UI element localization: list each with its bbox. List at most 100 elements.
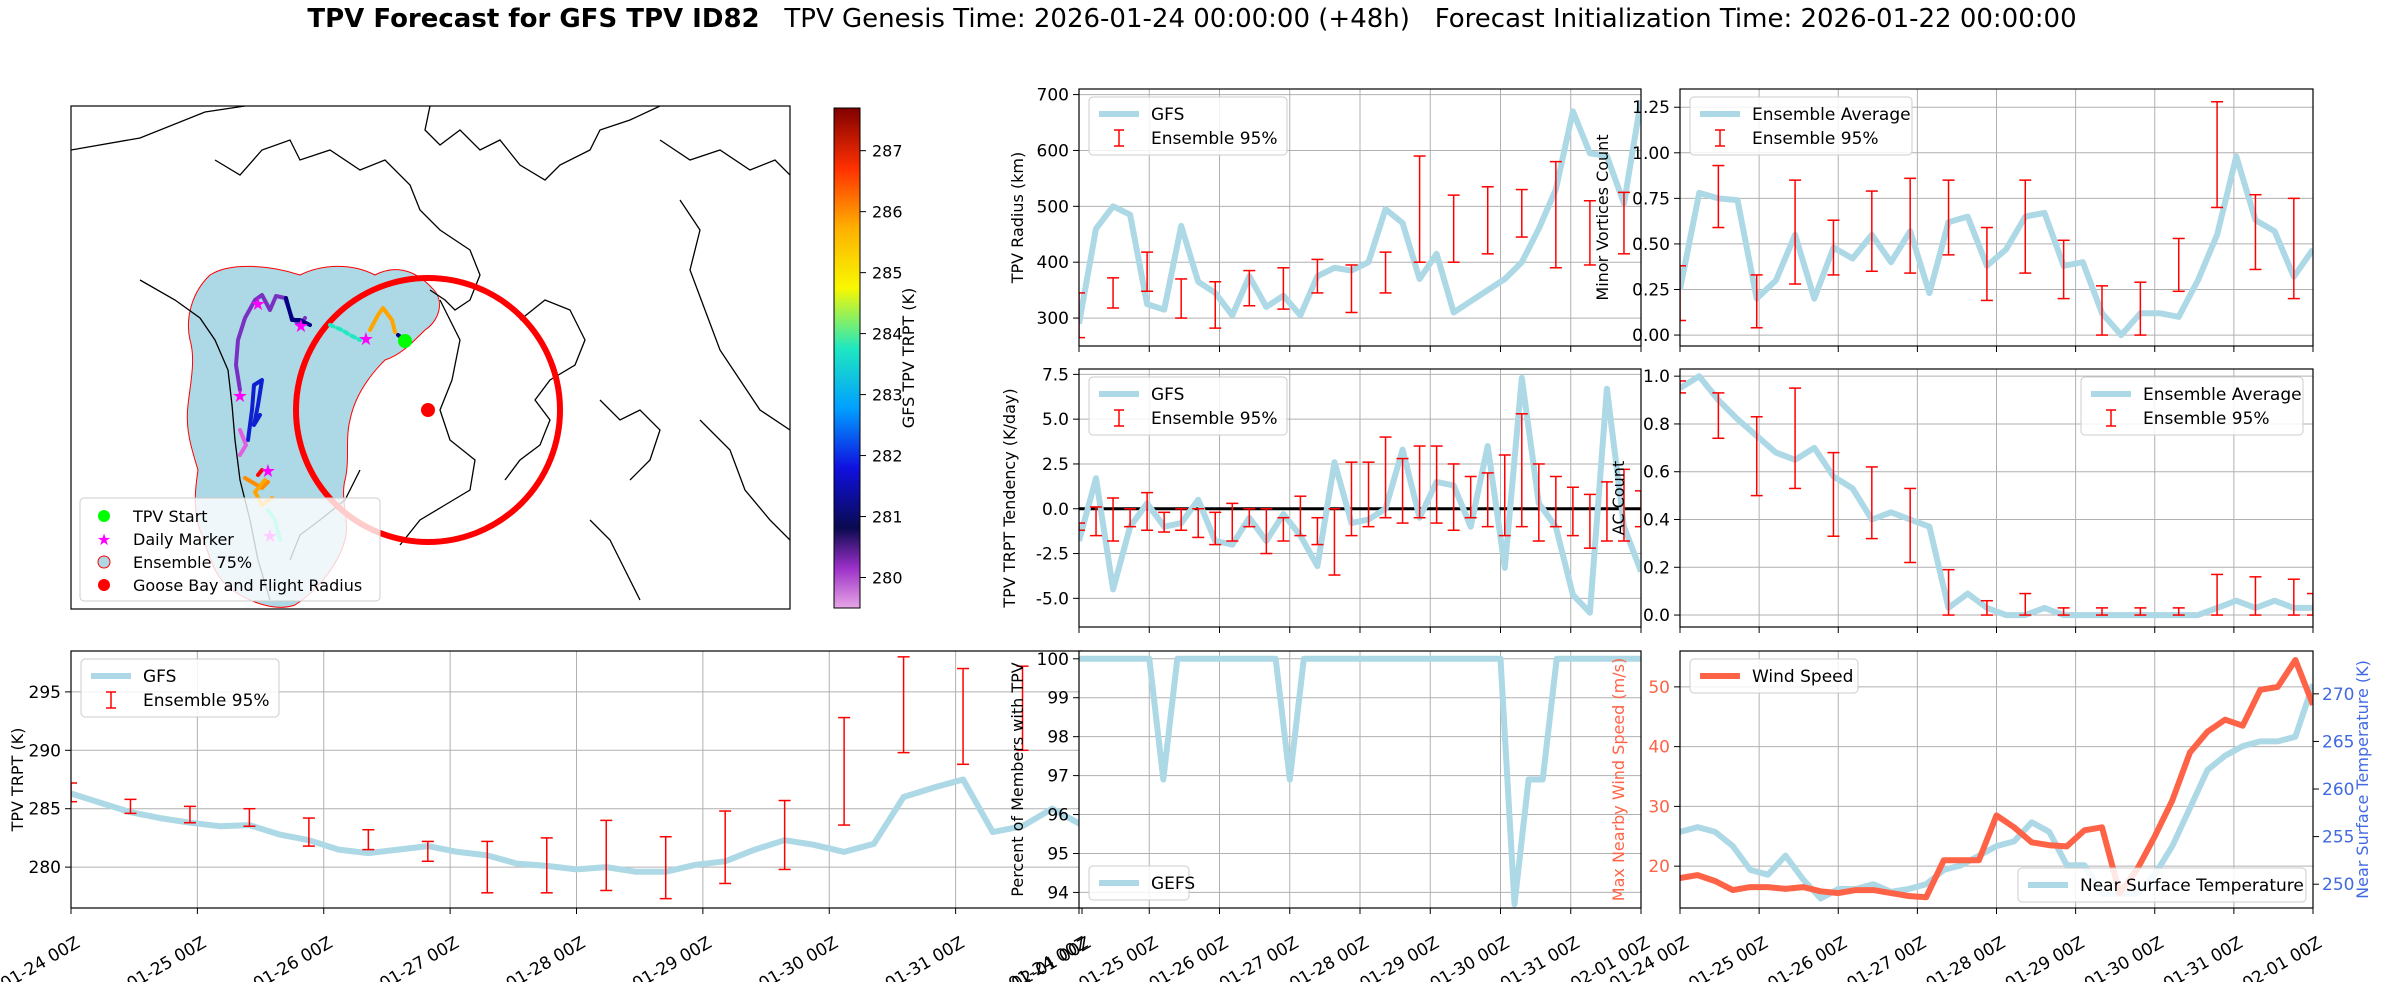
colorbar-tick-label: 282	[872, 447, 903, 466]
x-tick-label: 01-31 00Z	[2160, 933, 2246, 982]
series-line-ensemble-average	[1680, 373, 2313, 619]
flight-radius-circle	[293, 275, 563, 545]
x-tick-label: 01-26 00Z	[250, 933, 336, 982]
legend-frame	[1689, 658, 1859, 694]
y-tick-label: 0.50	[1632, 235, 1670, 255]
x-tick-label: 01-24 00Z	[0, 933, 84, 982]
plot-area	[1079, 375, 1641, 616]
y-tick-label: 2.5	[1042, 455, 1069, 475]
map-colorbar: 280 281 282 283 284 285 286 287 GFS TPV TRPT (K…	[833, 107, 918, 609]
map-legend-goose-bay: Goose Bay and Flight Radius	[133, 576, 362, 595]
x-tick-label: 01-26 00Z	[1764, 933, 1850, 982]
y-tick-label: 5.0	[1042, 410, 1069, 430]
y-tick-label: 95	[1047, 844, 1069, 864]
y-tick-label: 1.00	[1632, 144, 1670, 164]
chart-ac: 0.0 0.2 0.4 0.6 0.8 1.0 AC Count Ensemble Avera…	[1609, 367, 2314, 633]
legend-tendency: GFS Ensemble 95%	[1088, 376, 1288, 436]
legend-label: GFS	[143, 667, 176, 687]
y-tick-label: 285	[29, 800, 61, 820]
y-tick-label: 97	[1047, 767, 1069, 787]
y-tick-label: 20	[1648, 857, 1670, 877]
series-line-gfs	[1079, 375, 1641, 616]
y-tick-label: 0.25	[1632, 280, 1670, 300]
x-tick-label: 01-30 00Z	[2081, 933, 2167, 982]
y-tick-label: -5.0	[1036, 589, 1069, 609]
x-tick-label: 01-30 00Z	[755, 933, 841, 982]
y-tick-label: 100	[1037, 650, 1069, 670]
x-tick-label: 01-31 00Z	[882, 933, 968, 982]
y-tick-label: 500	[1037, 197, 1069, 217]
y-tick-label: 0.0	[1042, 500, 1069, 520]
legend-frame	[2017, 867, 2307, 903]
y-tick-label: 30	[1648, 797, 1670, 817]
y-axis-label: Percent of Members with TPV	[1008, 662, 1027, 896]
legend-minor: Ensemble Average Ensemble 95%	[1689, 96, 1913, 156]
map-legend-ensemble: Ensemble 75%	[133, 553, 252, 572]
y-tick-label: 7.5	[1042, 365, 1069, 385]
series-line-ensemble-average	[1680, 153, 2313, 339]
colorbar-label: GFS TPV TRPT (K)	[899, 288, 918, 428]
legend-goose-bay-swatch	[98, 579, 110, 591]
x-tick-label: 01-28 00Z	[503, 933, 589, 982]
colorbar-tick-label: 286	[872, 203, 903, 222]
chart-minor: 0.00 0.25 0.50 0.75 1.00 1.25 Minor Vortices C…	[1593, 88, 2314, 352]
legend-label: GFS	[1151, 385, 1184, 405]
y-tick-label: 290	[29, 741, 61, 761]
y-tick-label: 40	[1648, 738, 1670, 758]
daily-marker: ★	[293, 316, 309, 337]
y-tick-label: 600	[1037, 141, 1069, 161]
legend-label: GFS	[1151, 105, 1184, 125]
chart-percent: 94 95 96 97 98 99 100 Percent of Members with T…	[1005, 650, 1653, 982]
colorbar-tick-label: 281	[872, 508, 903, 527]
y-tick-label: 300	[1037, 309, 1069, 329]
coastlines	[71, 106, 790, 601]
title-main: TPV Forecast for GFS TPV ID82	[307, 4, 760, 34]
y-tick-label: 295	[29, 683, 61, 703]
y-axis-label: Minor Vortices Count	[1593, 134, 1612, 300]
legend-wind: Wind Speed	[1689, 658, 1859, 694]
y-tick-label: 0.8	[1643, 415, 1670, 435]
colorbar-tick-label: 285	[872, 264, 903, 283]
figure-title: TPV Forecast for GFS TPV ID82 TPV Genesi…	[0, 4, 2384, 34]
legend-wind: Near Surface Temperature	[2017, 867, 2307, 903]
x-tick-label: 01-29 00Z	[629, 933, 715, 982]
chart-trpt: 280 285 290 295 TPV TRPT (K) 01-24 00Z 01-25 0…	[0, 650, 1095, 982]
y-axis-label: TPV Radius (km)	[1008, 152, 1027, 285]
y-tick-label: 0.0	[1643, 606, 1670, 626]
daily-marker: ★	[232, 386, 248, 407]
x-tick-label: 01-29 00Z	[2002, 933, 2088, 982]
map-legend-daily: Daily Marker	[133, 530, 234, 549]
y-tick-label: 700	[1037, 86, 1069, 106]
y-axis-label: TPV TRPT (K)	[8, 728, 27, 833]
colorbar-tick-label: 283	[872, 386, 903, 405]
legend-label: Ensemble 95%	[1752, 129, 1879, 149]
legend-label: Ensemble Average	[1752, 105, 1911, 125]
y-tick-label: 50	[1648, 678, 1670, 698]
map-legend: TPV Start ★ Daily Marker Ensemble 75% Go…	[79, 497, 381, 602]
title-init: Forecast Initialization Time: 2026-01-22…	[1434, 4, 2077, 34]
daily-marker: ★	[260, 461, 276, 482]
x-tick-label: 02-01 00Z	[2239, 933, 2325, 982]
plot-area	[1680, 657, 2313, 902]
x-tick-label: 01-27 00Z	[376, 933, 462, 982]
legend-ensemble-swatch	[97, 555, 111, 569]
goose-bay-marker	[421, 403, 435, 417]
y-tick-label: 94	[1047, 883, 1069, 903]
y-tick-label: 98	[1047, 728, 1069, 748]
x-tick-label: 01-27 00Z	[1844, 933, 1930, 982]
legend-label: Ensemble 95%	[1151, 409, 1278, 429]
series-line-gfs	[1079, 99, 1641, 325]
y-tick-label: 0.4	[1643, 511, 1670, 531]
x-tick-label: 01-25 00Z	[1685, 933, 1771, 982]
y-tick-label: 0.75	[1632, 189, 1670, 209]
legend-marker-swatch: ★	[97, 530, 111, 549]
y2-tick-label: 265	[2322, 732, 2354, 752]
colorbar-tick-label: 280	[872, 569, 903, 588]
plot-area	[71, 656, 1082, 900]
y2-tick-label: 270	[2322, 685, 2354, 705]
legend-label: Ensemble 95%	[1151, 129, 1278, 149]
y-tick-label: 99	[1047, 689, 1069, 709]
legend-percent: GEFS	[1088, 865, 1195, 901]
y-tick-label: 0.2	[1643, 558, 1670, 578]
title-genesis: TPV Genesis Time: 2026-01-24 00:00:00 (+…	[784, 4, 1410, 34]
